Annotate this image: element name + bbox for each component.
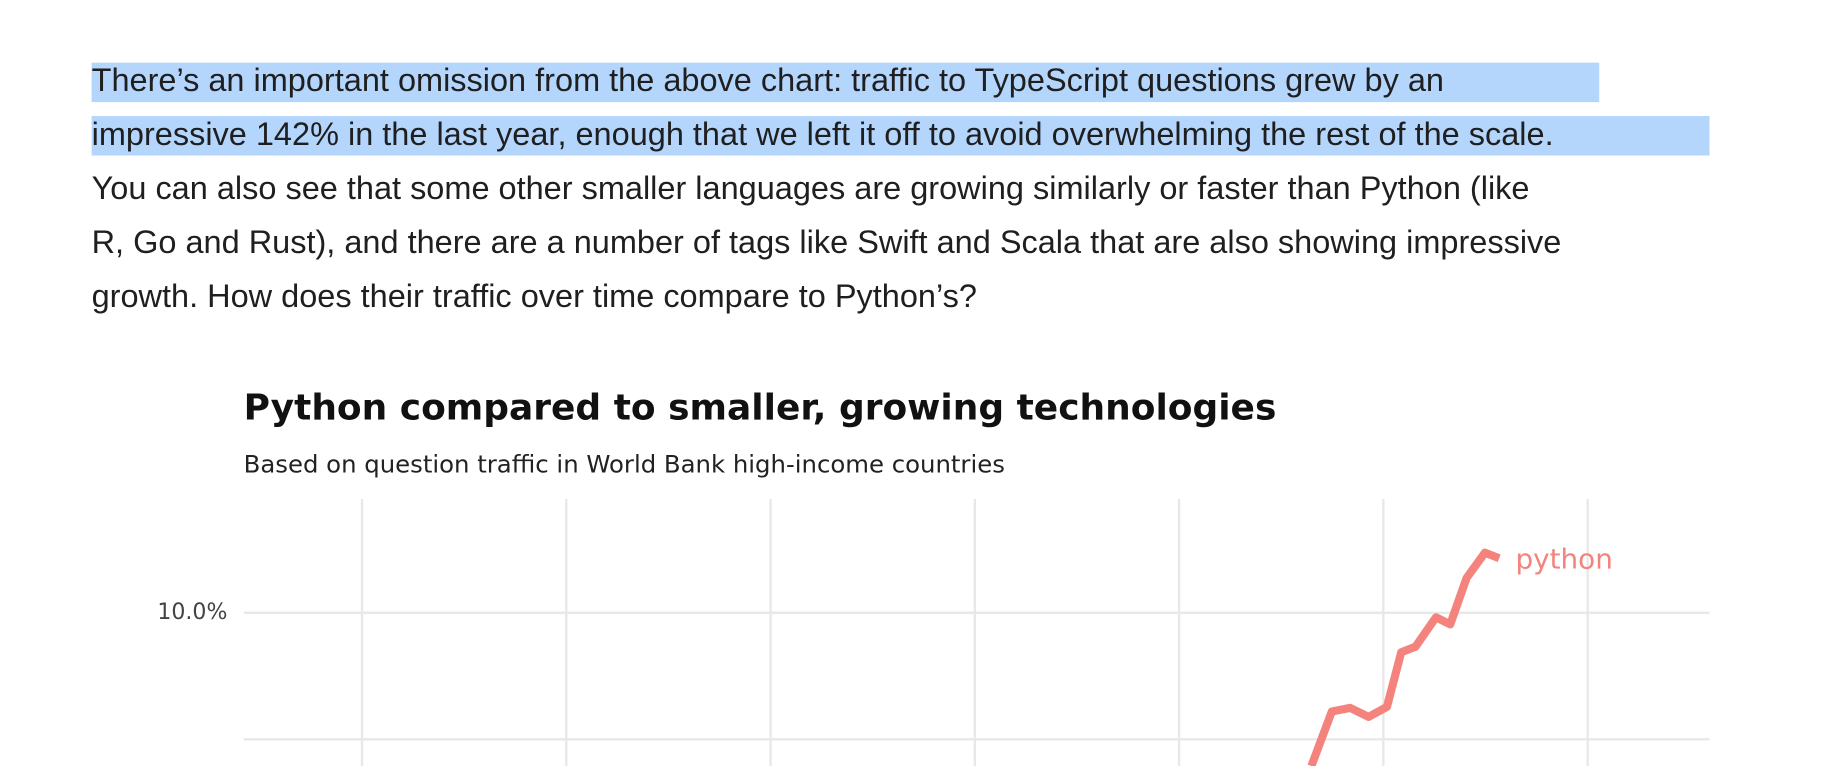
chart-subtitle: Based on question traffic in World Bank …	[244, 449, 1005, 478]
series-label: python	[1515, 543, 1612, 576]
paragraph: There’s an important omission from the a…	[92, 62, 1562, 314]
plot-background-grid	[243, 499, 1710, 766]
paragraph-line: R, Go and Rust), and there are a number …	[92, 224, 1562, 260]
paragraph-line: You can also see that some other smaller…	[92, 170, 1530, 206]
paragraph-line: impressive 142% in the last year, enough…	[92, 116, 1554, 152]
paragraph-line: growth. How does their traffic over time…	[92, 278, 977, 314]
plot	[243, 548, 1710, 766]
selection-highlight	[91, 62, 1600, 103]
series-line	[1307, 548, 1501, 766]
chart-title: Python compared to smaller, growing tech…	[244, 388, 1277, 429]
y-tick-label: 10.0%	[157, 600, 227, 625]
selection-highlight	[91, 116, 1710, 156]
paragraph-line: There’s an important omission from the a…	[92, 62, 1444, 98]
